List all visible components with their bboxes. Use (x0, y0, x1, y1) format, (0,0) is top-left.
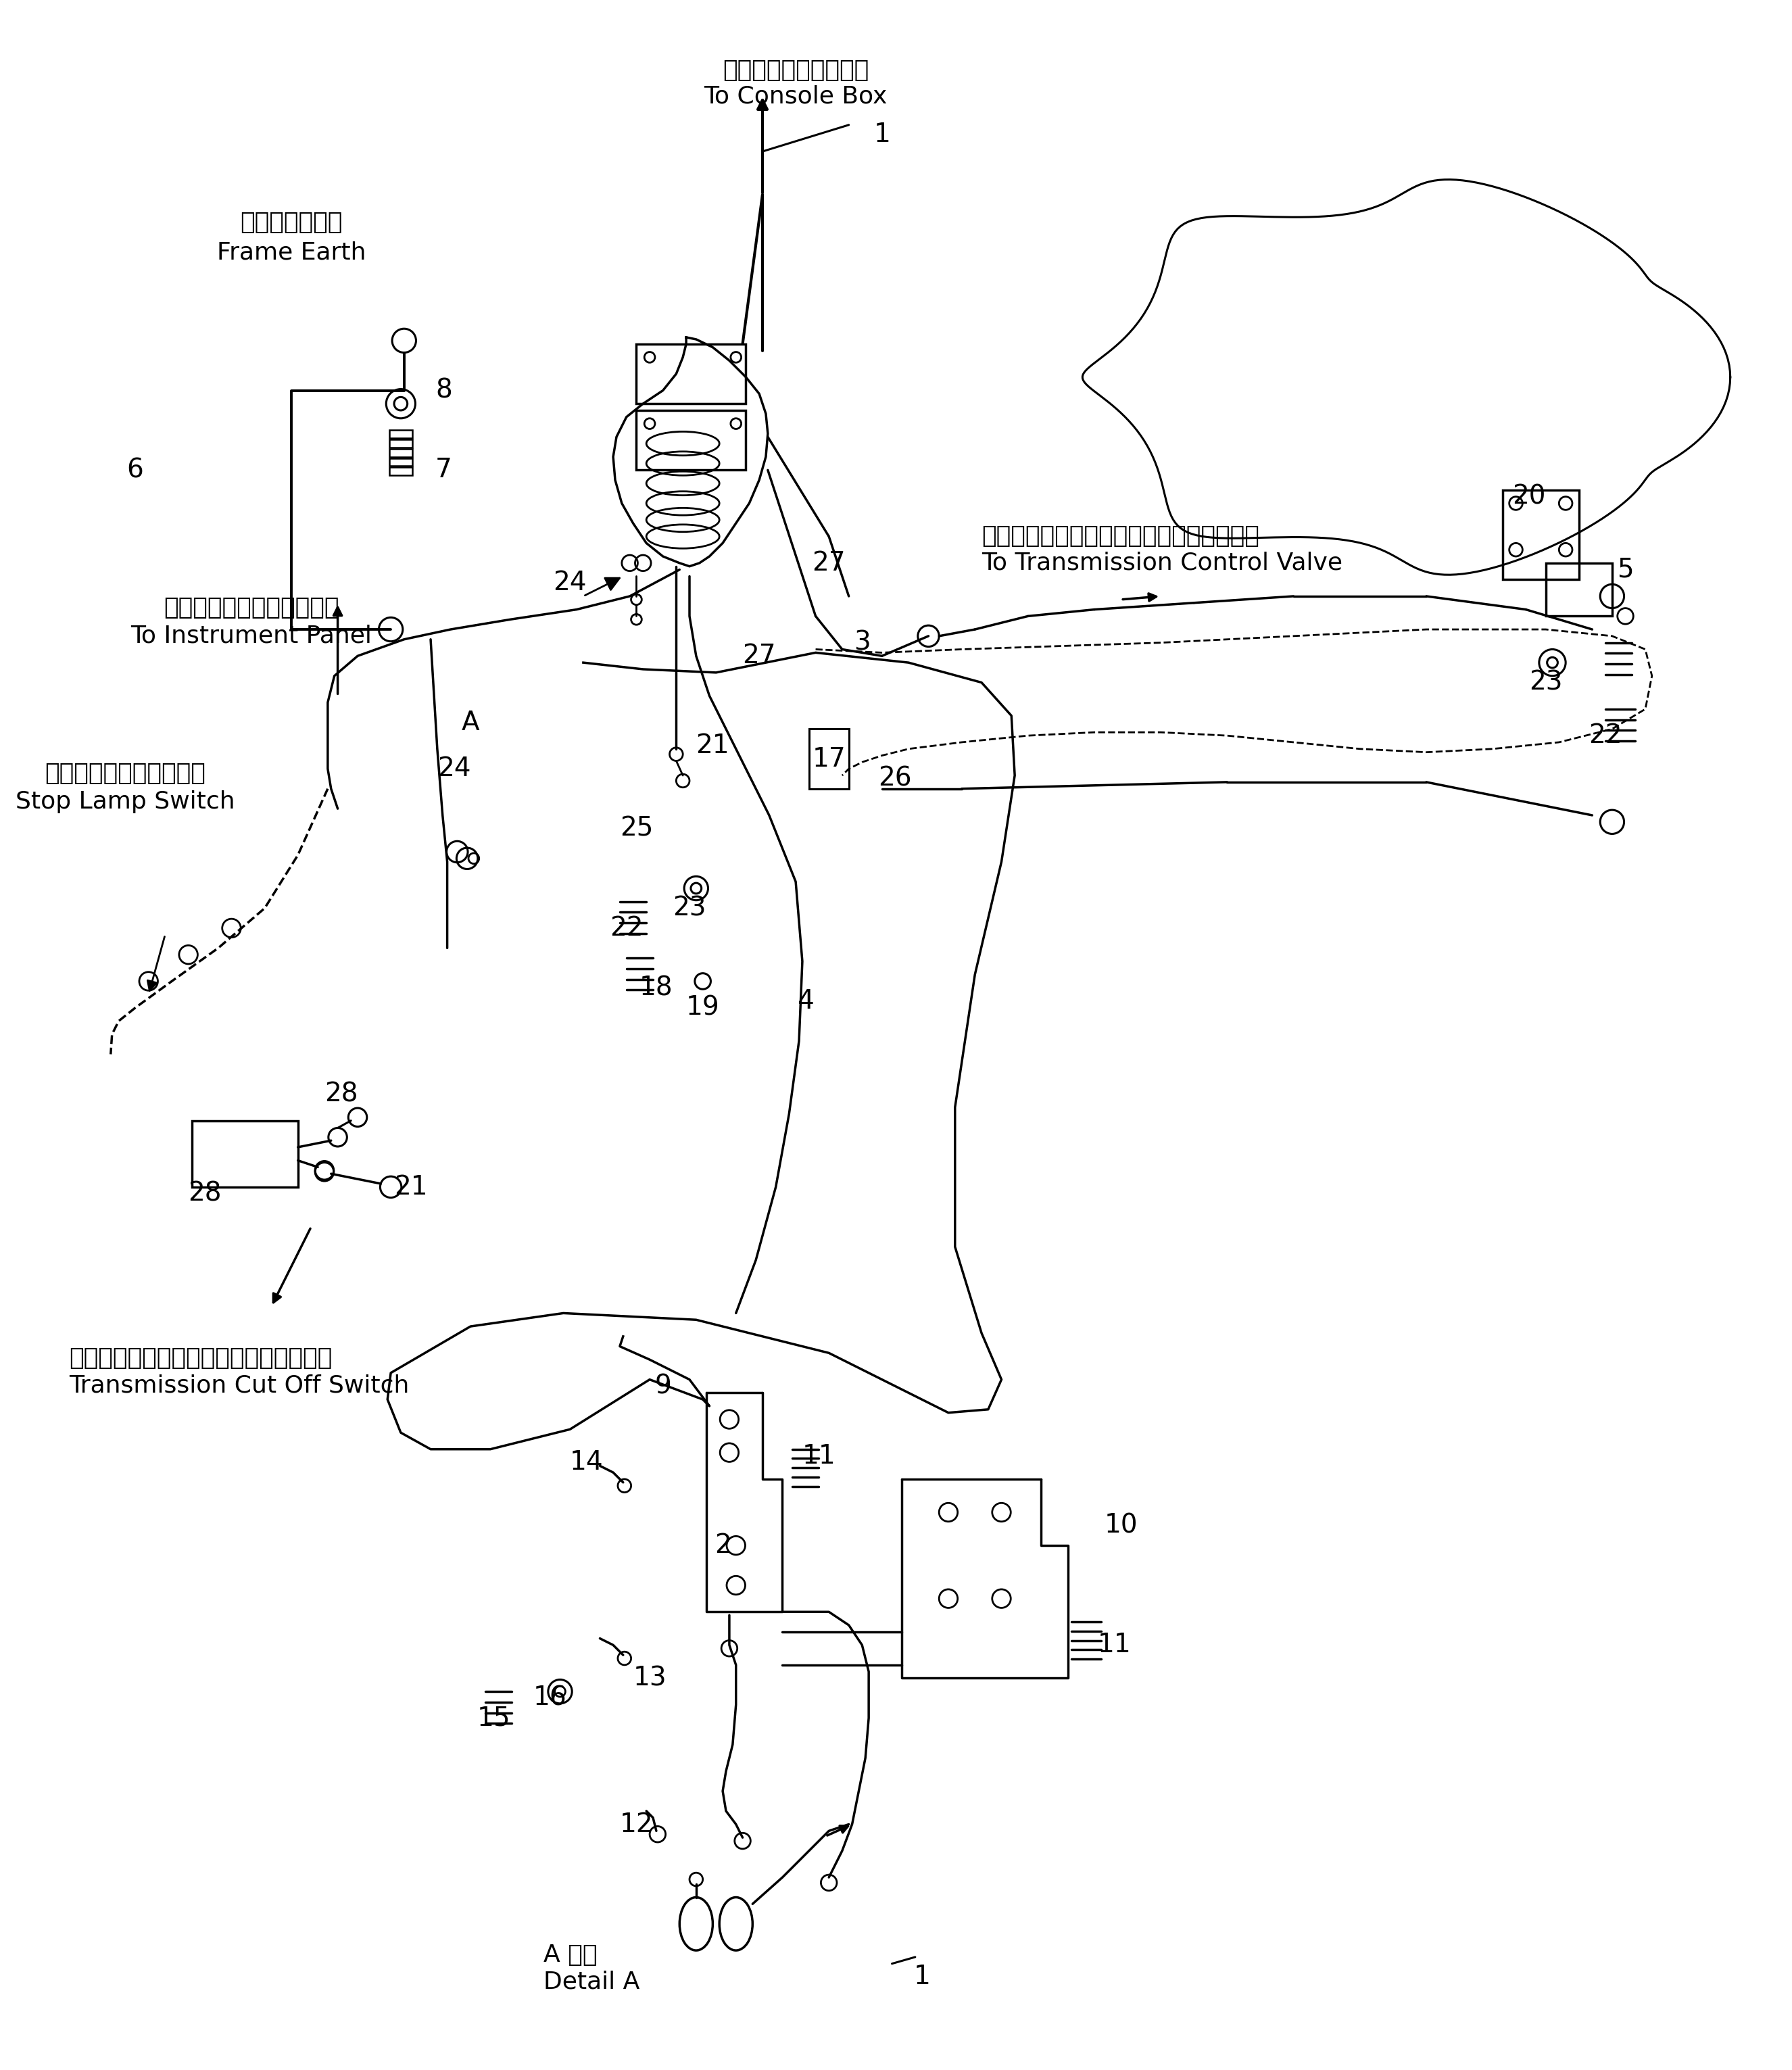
Text: 23: 23 (672, 896, 706, 921)
Text: 11: 11 (1097, 1633, 1131, 1658)
Text: 12: 12 (620, 1811, 652, 1836)
Text: トランスミッションコントロールバルブへ: トランスミッションコントロールバルブへ (982, 524, 1260, 546)
Text: ストップランプスイッチ: ストップランプスイッチ (45, 762, 206, 785)
Bar (389, 468, 412, 476)
Text: 21: 21 (394, 1174, 428, 1201)
Text: 22: 22 (609, 915, 643, 942)
Text: A: A (462, 710, 480, 735)
Bar (636, 410, 745, 470)
Text: 13: 13 (633, 1666, 667, 1691)
Text: 1: 1 (873, 122, 891, 147)
Text: 9: 9 (654, 1372, 672, 1399)
Text: 27: 27 (742, 644, 776, 669)
Text: 22: 22 (1590, 722, 1622, 749)
Bar (1503, 491, 1579, 580)
Text: 14: 14 (570, 1449, 604, 1476)
Text: コンソールボックスへ: コンソールボックスへ (722, 58, 869, 81)
Text: To Instrument Panel: To Instrument Panel (131, 623, 373, 648)
Text: Stop Lamp Switch: Stop Lamp Switch (16, 791, 235, 814)
Text: 19: 19 (686, 996, 720, 1021)
Text: Frame Earth: Frame Earth (217, 240, 366, 265)
Text: 7: 7 (435, 457, 452, 482)
Text: To Transmission Control Valve: To Transmission Control Valve (982, 551, 1342, 573)
Bar (389, 449, 412, 457)
Text: 11: 11 (803, 1443, 835, 1470)
Text: インスツルメントパネルへ: インスツルメントパネルへ (163, 596, 339, 619)
Text: トランスミッションカットオフスイッチ: トランスミッションカットオフスイッチ (68, 1346, 332, 1370)
Text: 8: 8 (435, 377, 452, 404)
Text: 15: 15 (477, 1706, 511, 1731)
Text: 5: 5 (1616, 557, 1634, 582)
Text: 2: 2 (715, 1532, 731, 1559)
Text: 4: 4 (797, 987, 814, 1014)
Text: 6: 6 (127, 457, 143, 482)
Bar (389, 431, 412, 439)
Text: 1: 1 (914, 1964, 930, 1989)
Text: Transmission Cut Off Switch: Transmission Cut Off Switch (68, 1374, 409, 1397)
Text: 27: 27 (812, 551, 846, 575)
Text: 25: 25 (620, 816, 652, 840)
Text: 28: 28 (188, 1180, 222, 1207)
Text: 21: 21 (695, 733, 729, 758)
Text: A 詳細: A 詳細 (543, 1944, 597, 1967)
Text: 3: 3 (853, 629, 871, 656)
Text: 16: 16 (534, 1685, 566, 1712)
Bar (808, 729, 849, 789)
Text: 10: 10 (1104, 1513, 1138, 1538)
Text: To Console Box: To Console Box (704, 85, 887, 108)
Text: フレームアース: フレームアース (240, 211, 342, 234)
Bar (389, 439, 412, 447)
Bar (389, 457, 412, 466)
Text: 28: 28 (324, 1081, 358, 1107)
Text: 18: 18 (640, 975, 674, 1000)
Text: 24: 24 (437, 756, 471, 782)
Text: 23: 23 (1529, 671, 1563, 696)
Text: 20: 20 (1512, 484, 1546, 509)
Text: Detail A: Detail A (543, 1971, 640, 1993)
Bar (1546, 563, 1613, 617)
Bar (636, 344, 745, 404)
Bar (192, 1120, 297, 1186)
Text: 24: 24 (554, 569, 586, 596)
Text: 17: 17 (812, 745, 846, 772)
Text: 26: 26 (878, 766, 912, 791)
